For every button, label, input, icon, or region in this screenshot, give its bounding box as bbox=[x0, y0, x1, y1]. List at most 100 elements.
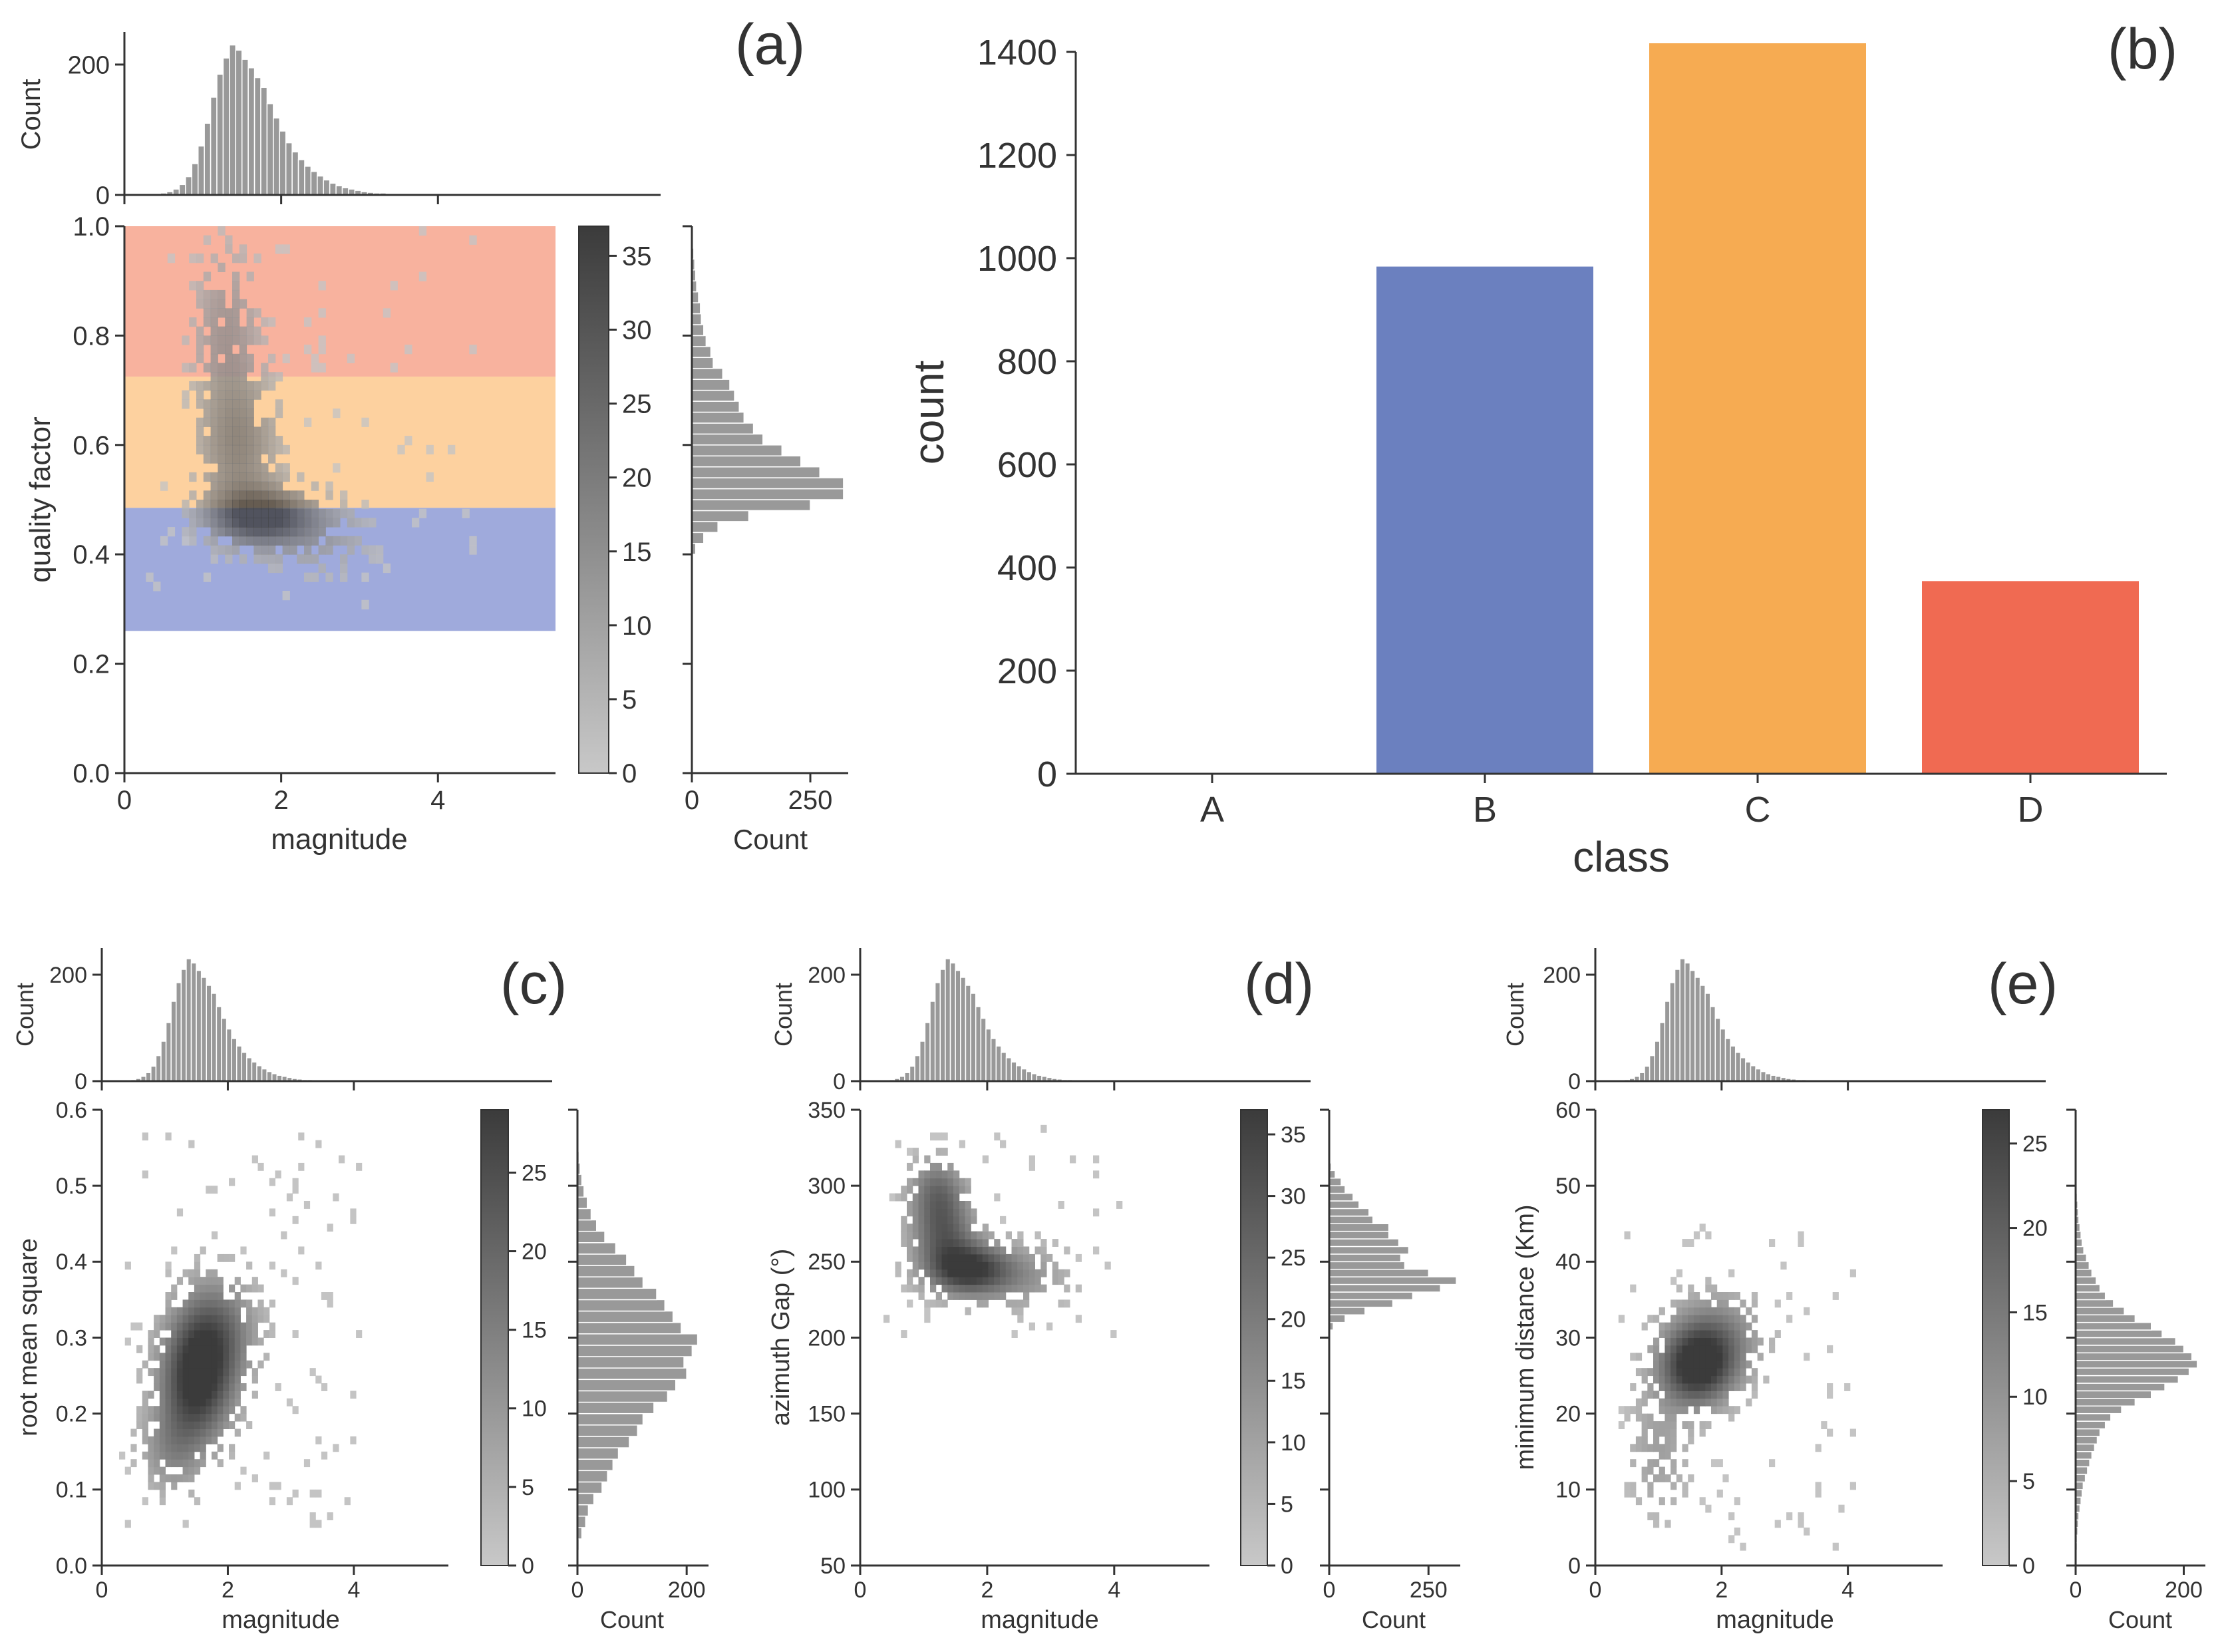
top-hist-bar bbox=[150, 1065, 157, 1082]
heatmap-cell bbox=[203, 381, 212, 391]
right-hist-bar bbox=[577, 1470, 608, 1483]
heatmap-cell bbox=[234, 1413, 241, 1422]
y-tick-label: 1000 bbox=[977, 239, 1057, 279]
heatmap-cell bbox=[469, 345, 477, 355]
heatmap-cell bbox=[340, 554, 348, 564]
heatmap-cell bbox=[182, 1436, 189, 1444]
heatmap-cell bbox=[203, 399, 212, 409]
top-hist-bar bbox=[266, 1071, 273, 1082]
heatmap-cell bbox=[176, 1307, 184, 1315]
heatmap-cell bbox=[1682, 1345, 1688, 1353]
heatmap-cell bbox=[211, 1269, 218, 1277]
top-hist-bar bbox=[1016, 1065, 1023, 1082]
heatmap-cell bbox=[1688, 1421, 1694, 1429]
top-hist-bar bbox=[919, 1041, 926, 1082]
right-hist-bar bbox=[577, 1504, 589, 1517]
colorbar-tick-label: 10 bbox=[522, 1397, 547, 1422]
heatmap-cell bbox=[211, 1353, 218, 1361]
right-hist-bar bbox=[2075, 1436, 2098, 1445]
heatmap-cell bbox=[924, 1239, 931, 1247]
heatmap-cell bbox=[982, 1277, 989, 1285]
heatmap-cell bbox=[211, 1277, 218, 1285]
top-hist-bar bbox=[256, 1065, 263, 1082]
heatmap-cell bbox=[1665, 1375, 1671, 1384]
heatmap-cell bbox=[321, 1451, 328, 1460]
top-hist-bar bbox=[1689, 969, 1696, 1082]
heatmap-cell bbox=[154, 1330, 160, 1338]
heatmap-cell bbox=[1838, 1504, 1845, 1513]
top-hist-bar bbox=[1001, 1052, 1007, 1082]
heatmap-cell bbox=[154, 1368, 160, 1377]
top-hist-bar bbox=[178, 184, 186, 196]
heatmap-cell bbox=[246, 1330, 253, 1338]
heatmap-cell bbox=[965, 1224, 971, 1232]
heatmap-cell bbox=[218, 481, 226, 491]
heatmap-cell bbox=[188, 1474, 195, 1482]
heatmap-cell bbox=[239, 363, 247, 373]
heatmap-cell bbox=[176, 1368, 184, 1377]
colorbar-tick-label: 20 bbox=[622, 464, 652, 493]
heatmap-cell bbox=[1734, 1292, 1740, 1300]
top-hist-bar bbox=[1699, 985, 1706, 1082]
heatmap-cell bbox=[188, 1436, 195, 1444]
heatmap-cell bbox=[182, 1383, 189, 1391]
heatmap-cell bbox=[261, 417, 269, 427]
heatmap-cell bbox=[369, 554, 377, 564]
heatmap-cell bbox=[1705, 1391, 1712, 1399]
heatmap-cell bbox=[142, 1451, 148, 1460]
heatmap-cell bbox=[318, 335, 326, 345]
heatmap-cell bbox=[206, 1299, 212, 1308]
heatmap-cell bbox=[217, 1421, 224, 1429]
heatmap-cell bbox=[1017, 1277, 1024, 1285]
heatmap-cell bbox=[918, 1231, 925, 1239]
right-hist-bar bbox=[2075, 1451, 2093, 1460]
heatmap-cell bbox=[977, 1277, 983, 1285]
heatmap-cell bbox=[350, 1208, 357, 1217]
heatmap-cell bbox=[1630, 1444, 1637, 1452]
heatmap-cell bbox=[930, 1201, 937, 1209]
heatmap-cell bbox=[124, 1466, 131, 1475]
heatmap-cell bbox=[211, 1231, 218, 1239]
heatmap-cell bbox=[210, 417, 218, 427]
heatmap-cell bbox=[189, 317, 197, 327]
y-tick-label: 0.6 bbox=[73, 431, 110, 460]
heatmap-cell bbox=[194, 1406, 201, 1414]
heatmap-cell bbox=[1734, 1307, 1740, 1315]
y-tick-label: 350 bbox=[808, 1098, 846, 1123]
heatmap-cell bbox=[239, 417, 247, 427]
heatmap-cell bbox=[253, 436, 261, 446]
heatmap-cell bbox=[1005, 1261, 1012, 1270]
heatmap-cell bbox=[347, 545, 355, 555]
heatmap-cell bbox=[304, 518, 312, 528]
heatmap-cell bbox=[1005, 1284, 1012, 1293]
heatmap-cell bbox=[1670, 1330, 1677, 1338]
heatmap-cell bbox=[165, 1269, 172, 1277]
heatmap-cell bbox=[275, 472, 283, 482]
heatmap-cell bbox=[1682, 1482, 1688, 1490]
heatmap-cell bbox=[182, 390, 190, 400]
heatmap-cell bbox=[211, 1383, 218, 1391]
right-hist-bar bbox=[2075, 1337, 2177, 1346]
heatmap-cell bbox=[1711, 1353, 1718, 1361]
heatmap-cell bbox=[935, 1246, 942, 1255]
heatmap-cell bbox=[263, 1315, 270, 1323]
heatmap-cell bbox=[930, 1261, 937, 1270]
heatmap-cell bbox=[924, 1193, 931, 1202]
heatmap-cell bbox=[1757, 1337, 1764, 1346]
heatmap-cell bbox=[171, 1391, 178, 1399]
heatmap-cell bbox=[1005, 1253, 1012, 1262]
heatmap-cell bbox=[1641, 1444, 1648, 1452]
heatmap-cell bbox=[217, 1307, 224, 1315]
heatmap-cell bbox=[159, 1413, 166, 1422]
y-tick-label: 0.3 bbox=[56, 1325, 87, 1351]
top-hist-bar bbox=[236, 1045, 243, 1082]
heatmap-cell bbox=[251, 1315, 258, 1323]
panel-c-heatmap bbox=[119, 1132, 363, 1528]
heatmap-cell bbox=[176, 1474, 184, 1482]
heatmap-cell bbox=[1647, 1345, 1654, 1353]
heatmap-cell bbox=[188, 1292, 195, 1300]
panel-e-xlabel: magnitude bbox=[1716, 1606, 1833, 1634]
heatmap-cell bbox=[176, 1421, 184, 1429]
heatmap-cell bbox=[912, 1201, 919, 1209]
heatmap-cell bbox=[982, 1224, 989, 1232]
